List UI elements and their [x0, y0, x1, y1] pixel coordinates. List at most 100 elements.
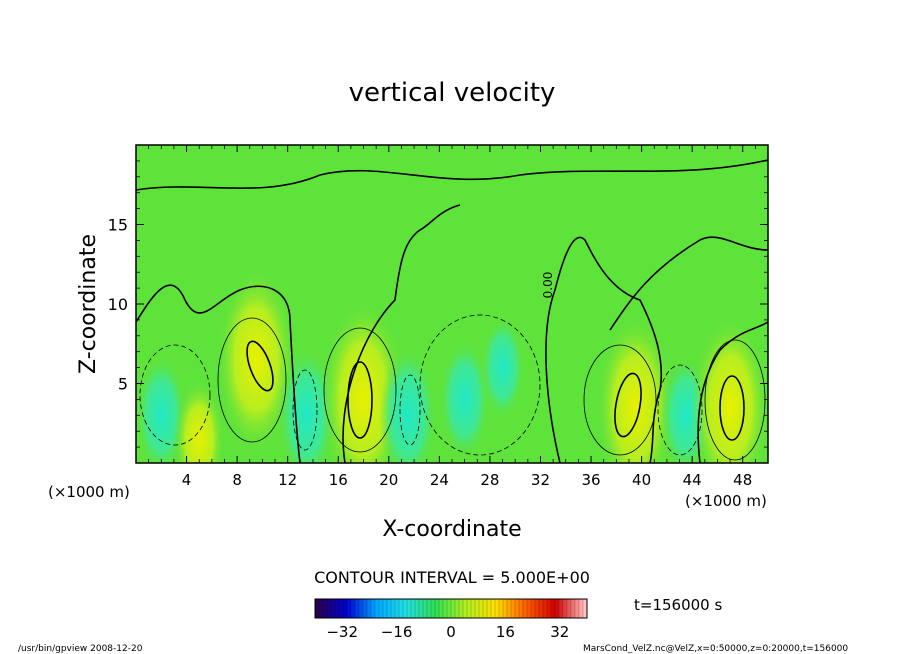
- colorbar-segment: [499, 599, 504, 618]
- x-tick-label: 28: [480, 471, 499, 489]
- colorbar-segment: [395, 599, 400, 618]
- colorbar-segment: [475, 599, 480, 618]
- plot-area: 0.00: [136, 145, 768, 463]
- colorbar-segment: [555, 599, 560, 618]
- colorbar-segment: [567, 599, 572, 618]
- colorbar-segment: [335, 599, 340, 618]
- colorbar-segment: [495, 599, 500, 618]
- colorbar-segment: [543, 599, 548, 618]
- contour-interval-text: CONTOUR INTERVAL = 5.000E+00: [314, 568, 590, 587]
- colorbar-segment: [431, 599, 436, 618]
- colorbar-segment: [323, 599, 328, 618]
- colorbar-segment: [559, 599, 564, 618]
- colorbar-segment: [427, 599, 432, 618]
- negative-contours: [139, 314, 703, 456]
- colorbar-segment: [343, 599, 348, 618]
- colorbar-segment: [415, 599, 420, 618]
- colorbar-segment: [331, 599, 336, 618]
- x-tick-label: 48: [733, 471, 752, 489]
- x-tick-label: 8: [232, 471, 242, 489]
- colorbar-segment: [547, 599, 552, 618]
- colorbar-segment: [451, 599, 456, 618]
- field-cell: [174, 379, 225, 463]
- colorbar-segment: [355, 599, 360, 618]
- x-tick-label: 12: [278, 471, 297, 489]
- field-cell: [481, 316, 525, 419]
- colorbar-tick-label: 0: [446, 623, 456, 641]
- y-axis-ticks: 5 10 15: [108, 160, 768, 448]
- colorbar-segment: [455, 599, 460, 618]
- colorbar-tick-label: −16: [381, 623, 413, 641]
- x-tick-label: 16: [329, 471, 348, 489]
- colorbar-tick-label: 32: [550, 623, 569, 641]
- colorbar-segment: [347, 599, 352, 618]
- x-tick-label: 24: [430, 471, 449, 489]
- footer-left: /usr/bin/gpview 2008-12-20: [18, 644, 143, 654]
- colorbar-segment: [459, 599, 464, 618]
- colorbar-segment: [419, 599, 424, 618]
- field-cell: [216, 267, 296, 453]
- colorbar-segment: [539, 599, 544, 618]
- colorbar-segment: [367, 599, 372, 618]
- colorbar-segment: [467, 599, 472, 618]
- colorbar-segment: [403, 599, 408, 618]
- colorbar-segment: [383, 599, 388, 618]
- x-axis-label: X-coordinate: [382, 517, 521, 542]
- y-tick-label: 10: [108, 295, 128, 314]
- colorbar-segment: [411, 599, 416, 618]
- x-axis-ticks: 4 8 12 16 20 24 28 32 36 40 44 48: [148, 145, 756, 489]
- contour-label: 0.00: [541, 272, 555, 299]
- colorbar-segment: [523, 599, 528, 618]
- colorbar-segment: [327, 599, 332, 618]
- colorbar-segment: [579, 599, 584, 618]
- field-cell: [439, 340, 490, 459]
- colorbar-segment: [387, 599, 392, 618]
- colorbar: −32 −16 0 16 32: [314, 598, 588, 641]
- colorbar-segment: [463, 599, 468, 618]
- x-tick-label: 20: [379, 471, 398, 489]
- colorbar-segment: [507, 599, 512, 618]
- colorbar-segment: [443, 599, 448, 618]
- colorbar-segment: [471, 599, 476, 618]
- colorbar-segment: [503, 599, 508, 618]
- colorbar-segment: [531, 599, 536, 618]
- x-tick-label: 40: [632, 471, 651, 489]
- chart-title: vertical velocity: [349, 78, 556, 108]
- colorbar-segment: [423, 599, 428, 618]
- colorbar-segment: [371, 599, 376, 618]
- field-cell: [379, 347, 437, 463]
- colorbar-segment: [487, 599, 492, 618]
- colorbar-segment: [407, 599, 412, 618]
- colorbar-segment: [379, 599, 384, 618]
- colorbar-segment: [375, 599, 380, 618]
- footer-right: MarsCond_VelZ.nc@VelZ,x=0:50000,z=0:2000…: [583, 644, 848, 654]
- colorbar-segment: [319, 599, 324, 618]
- x-unit-right: (×1000 m): [685, 492, 767, 510]
- max-contours: [246, 340, 745, 441]
- colorbar-segment: [511, 599, 516, 618]
- field-cell: [690, 314, 768, 463]
- colorbar-segment: [359, 599, 364, 618]
- colorbar-segment: [447, 599, 452, 618]
- y-tick-label: 15: [108, 216, 128, 235]
- colorbar-segment: [551, 599, 556, 618]
- colorbar-segment: [399, 599, 404, 618]
- colorbar-tick-label: −32: [326, 623, 358, 641]
- colorbar-segment: [351, 599, 356, 618]
- colorbar-segment: [519, 599, 524, 618]
- y-tick-label: 5: [118, 375, 128, 394]
- x-unit-left: (×1000 m): [48, 483, 130, 501]
- time-label: t=156000 s: [634, 596, 722, 614]
- y-axis-label: Z-coordinate: [76, 234, 101, 374]
- x-tick-label: 4: [182, 471, 192, 489]
- colorbar-segment: [563, 599, 568, 618]
- colorbar-segment: [339, 599, 344, 618]
- x-tick-label: 44: [683, 471, 702, 489]
- colorbar-segment: [391, 599, 396, 618]
- colorbar-segment: [315, 599, 320, 618]
- field-cell: [136, 356, 187, 463]
- colorbar-segment: [491, 599, 496, 618]
- colorbar-segment: [479, 599, 484, 618]
- thin-contours: [217, 317, 766, 461]
